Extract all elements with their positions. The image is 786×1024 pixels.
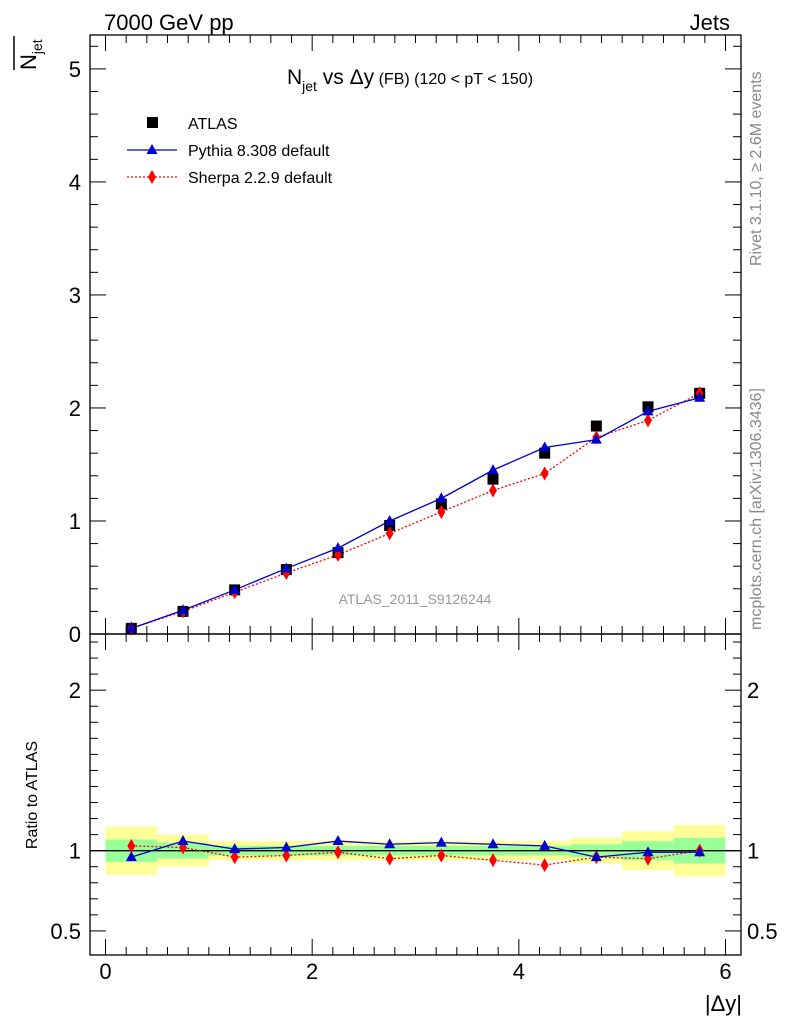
main-y-tick-label: 2 (69, 396, 81, 421)
header-left: 7000 GeV pp (104, 10, 234, 35)
legend-sherpa-marker (148, 170, 156, 184)
sherpa-point (540, 466, 549, 481)
watermark: ATLAS_2011_S9126244 (339, 591, 492, 607)
pythia-point (435, 492, 447, 503)
ratio-pythia-point (229, 843, 241, 854)
atlas-point (435, 498, 447, 510)
main-y-tick-label: 0 (69, 622, 81, 647)
ratio-pythia-point (384, 838, 396, 849)
sherpa-point (489, 483, 497, 498)
ratio-sherpa-point (282, 848, 291, 863)
main-y-tick-label: 4 (69, 170, 81, 195)
pythia-point (125, 622, 137, 633)
ratio-pythia-point (539, 839, 551, 850)
ratio-sherpa-point (489, 853, 497, 868)
pythia-point (539, 441, 551, 452)
x-axis-label: |Δy| (705, 991, 742, 1016)
legend-sherpa-label: Sherpa 2.2.9 default (188, 170, 333, 187)
ratio-x-tick-label: 0 (99, 959, 111, 984)
atlas-point (487, 473, 499, 485)
legend-pythia-marker (146, 144, 158, 154)
ratio-ylabel: Ratio to ATLAS (24, 741, 41, 849)
ratio-pythia-point (125, 851, 137, 862)
sherpa-point (644, 413, 652, 428)
ratio-sherpa-line (131, 845, 700, 866)
legend-atlas-marker (147, 117, 158, 128)
ratio-y-tick-label: 0.5 (50, 919, 81, 944)
pythia-point (487, 464, 499, 475)
atlas-point (590, 420, 602, 432)
pythia-point (332, 542, 344, 553)
rivet-label: Rivet 3.1.10, ≥ 2.6M events (748, 71, 765, 266)
ratio-pythia-point (642, 846, 654, 857)
pythia-point (642, 405, 654, 416)
ratio-pythia-point (694, 846, 706, 857)
pythia-point (177, 604, 189, 615)
ratio-y-tick-label: 2 (69, 678, 81, 703)
ratio-sherpa-point (334, 845, 342, 860)
legend: ATLAS Pythia 8.308 default Sherpa 2.2.9 … (127, 116, 333, 187)
ratio-pythia-point (590, 851, 602, 862)
ratio-y-tick-label-right: 1 (747, 839, 759, 864)
ratio-y-tick-label: 1 (69, 839, 81, 864)
ratio-x-tick-label: 4 (513, 959, 525, 984)
main-ylabel-text: Njet (16, 39, 45, 70)
ratio-pythia-line (131, 840, 700, 858)
pythia-point (384, 514, 396, 525)
main-y-tick-label: 5 (69, 57, 81, 82)
ratio-sherpa-point (437, 848, 446, 863)
ratio-pythia-point (280, 841, 292, 852)
sherpa-point (437, 504, 446, 519)
ratio-pythia-point (177, 835, 189, 846)
ratio-sherpa-point (230, 850, 239, 865)
ratio-sherpa-point (385, 851, 394, 866)
ratio-y-tick-label-right: 2 (747, 678, 759, 703)
ratio-pythia-point (332, 835, 344, 846)
atlas-point (384, 520, 396, 532)
pythia-point (590, 433, 602, 444)
legend-pythia-label: Pythia 8.308 default (188, 143, 330, 160)
main-title: Njet vs Δy (FB) (120 < pT < 150) (287, 66, 533, 94)
atlas-point (539, 447, 551, 459)
main-y-tick-label: 1 (69, 509, 81, 534)
ratio-sherpa-point (127, 838, 136, 853)
pythia-point (280, 562, 292, 573)
sherpa-point (385, 526, 394, 541)
ratio-y-tick-label-right: 0.5 (747, 919, 778, 944)
header-right: Jets (690, 10, 730, 35)
ratio-pythia-point (435, 836, 447, 847)
pythia-point (229, 583, 241, 594)
plot-layer (125, 386, 706, 873)
legend-atlas-label: ATLAS (188, 116, 238, 133)
ratio-frame (89, 633, 742, 956)
main-ylabel: Njet (13, 36, 45, 70)
mcplots-label: mcplots.cern.ch [arXiv:1306.3436] (748, 388, 765, 630)
ratio-bands (90, 824, 741, 877)
axes-layer: 0 1 2 3 4 5 0 2 4 6 0.5 0.5 1 1 2 2 (50, 34, 778, 984)
pythia-line (131, 397, 700, 629)
ratio-x-tick-label: 6 (719, 959, 731, 984)
ratio-sherpa-point (540, 858, 549, 873)
pythia-point (694, 391, 706, 402)
main-y-tick-label: 3 (69, 283, 81, 308)
ratio-pythia-point (487, 838, 499, 849)
ratio-x-tick-label: 2 (306, 959, 318, 984)
